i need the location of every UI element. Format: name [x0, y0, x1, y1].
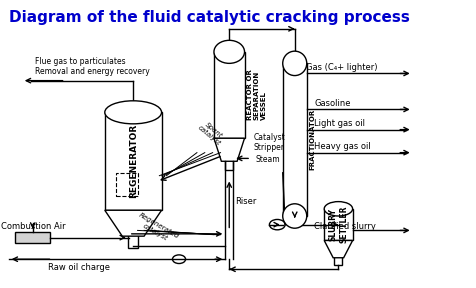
Ellipse shape: [214, 40, 245, 63]
Bar: [105, 112, 161, 210]
Text: Catalyst
Stripper: Catalyst Stripper: [253, 133, 285, 152]
Polygon shape: [214, 138, 245, 161]
Text: Combustion Air: Combustion Air: [1, 221, 66, 231]
Text: FRACTIONATOR: FRACTIONATOR: [309, 109, 315, 170]
Text: Light gas oil: Light gas oil: [314, 119, 366, 128]
Polygon shape: [324, 240, 353, 258]
Ellipse shape: [105, 101, 161, 124]
Bar: [214, 52, 245, 138]
Text: Heavy gas oil: Heavy gas oil: [314, 142, 371, 151]
Text: REACTOR OR
SEPARATION
VESSEL: REACTOR OR SEPARATION VESSEL: [247, 70, 267, 120]
Text: Riser: Riser: [235, 197, 257, 206]
Text: Flue gas to particulates
Removal and energy recovery: Flue gas to particulates Removal and ene…: [35, 56, 149, 76]
Text: Clarified slurry: Clarified slurry: [314, 221, 376, 231]
Text: Steam: Steam: [256, 155, 280, 164]
Text: Gas (C₄+ lighter): Gas (C₄+ lighter): [306, 63, 377, 72]
Bar: [335, 256, 342, 265]
Ellipse shape: [283, 51, 307, 75]
Bar: [15, 232, 50, 243]
Text: Gasoline: Gasoline: [314, 99, 351, 108]
Bar: [128, 233, 139, 248]
Text: REGENERATOR: REGENERATOR: [129, 124, 138, 198]
Ellipse shape: [283, 204, 307, 228]
Text: Spent
catalyst: Spent catalyst: [197, 119, 227, 146]
Text: Raw oil charge: Raw oil charge: [48, 263, 109, 272]
Bar: [283, 63, 307, 216]
Text: SLURRY
SETTLER: SLURRY SETTLER: [329, 206, 348, 243]
Text: Diagram of the fluid catalytic cracking process: Diagram of the fluid catalytic cracking …: [9, 10, 410, 25]
Text: Regenerated
catalyst: Regenerated catalyst: [134, 212, 180, 246]
Ellipse shape: [324, 202, 353, 216]
Polygon shape: [105, 210, 161, 236]
Bar: [324, 209, 353, 240]
Bar: [116, 173, 138, 196]
Bar: [225, 158, 233, 170]
